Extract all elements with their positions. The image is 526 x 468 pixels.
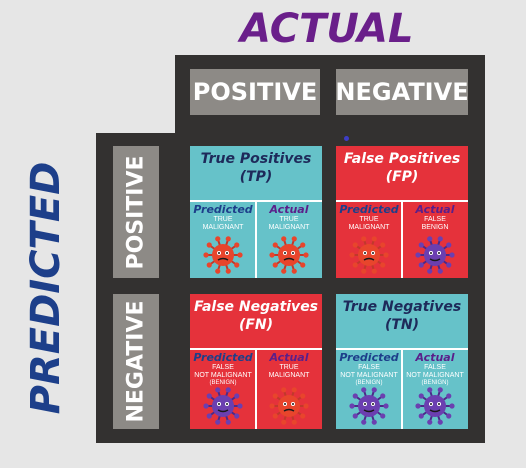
- predicted-axis-title: PREDICTED: [23, 161, 69, 415]
- class-value: BENIGN: [421, 224, 449, 231]
- cell-false-positives: False Positives (FP) Predicted TRUE MALIGNAN…: [336, 146, 468, 278]
- cell-title-line2: (FP): [385, 169, 419, 185]
- column-header-negative: NEGATIVE: [335, 69, 469, 115]
- malignant-virus-icon: [349, 236, 389, 274]
- benign-virus-icon: [415, 236, 455, 274]
- cell-divider-horizontal: [190, 348, 322, 350]
- cell-divider-vertical: [401, 202, 403, 278]
- cell-title: True Negatives (TN): [336, 298, 468, 334]
- class-value: MALIGNANT: [268, 224, 310, 231]
- actual-axis-title: ACTUAL: [240, 6, 414, 52]
- row-header-negative-label: NEGATIVE: [123, 300, 149, 423]
- class-value: NOT MALIGNANT: [194, 372, 252, 379]
- cell-title-line1: False Negatives: [193, 299, 319, 315]
- truth-value: FALSE: [358, 364, 380, 371]
- column-header-negative-label: NEGATIVE: [335, 78, 469, 106]
- truth-value: TRUE: [279, 364, 299, 371]
- truth-value: TRUE: [279, 216, 299, 223]
- benign-virus-icon: [349, 387, 389, 425]
- actual-subcell: Actual FALSE NOT MALIGNANT (BENIGN): [402, 350, 468, 429]
- class-value: MALIGNANT: [202, 224, 244, 231]
- actual-label: Actual: [415, 351, 455, 364]
- cell-divider-vertical: [255, 350, 257, 429]
- class-note: (BENIGN): [209, 380, 237, 386]
- class-note: (BENIGN): [421, 380, 449, 386]
- column-header-positive: POSITIVE: [190, 69, 320, 115]
- malignant-virus-icon: [269, 387, 309, 425]
- cell-true-positives: True Positives (TP) Predicted TRUE MALIGNANT…: [190, 146, 322, 278]
- actual-subcell: Actual TRUE MALIGNANT: [256, 350, 322, 429]
- cell-title-line2: (TP): [239, 169, 273, 185]
- cell-divider-horizontal: [336, 200, 468, 202]
- predicted-subcell: Predicted FALSE NOT MALIGNANT (BENIGN): [336, 350, 402, 429]
- class-note: (BENIGN): [355, 380, 383, 386]
- predicted-label: Predicted: [193, 203, 253, 216]
- actual-label: Actual: [269, 203, 309, 216]
- predicted-axis-title-wrapper: PREDICTED: [6, 162, 86, 415]
- cell-title: False Negatives (FN): [190, 298, 322, 334]
- column-header-positive-label: POSITIVE: [192, 78, 318, 106]
- cell-title: True Positives (TP): [190, 150, 322, 186]
- predicted-subcell: Predicted TRUE MALIGNANT: [336, 202, 402, 278]
- malignant-virus-icon: [203, 236, 243, 274]
- predicted-subcell: Predicted TRUE MALIGNANT: [190, 202, 256, 278]
- truth-value: FALSE: [212, 364, 234, 371]
- benign-virus-icon: [415, 387, 455, 425]
- benign-virus-icon: [203, 387, 243, 425]
- actual-label: Actual: [415, 203, 455, 216]
- cell-title-line2: (FN): [238, 317, 274, 333]
- decorative-dot: [344, 136, 349, 141]
- cell-title-line1: False Positives: [343, 151, 461, 167]
- cell-true-negatives: True Negatives (TN) Predicted FALSE NOT MALI…: [336, 294, 468, 429]
- cell-false-negatives: False Negatives (FN) Predicted FALSE NOT MAL…: [190, 294, 322, 429]
- truth-value: FALSE: [424, 216, 446, 223]
- cell-title-line1: True Negatives: [342, 299, 462, 315]
- malignant-virus-icon: [269, 236, 309, 274]
- row-header-positive-label: POSITIVE: [123, 154, 149, 270]
- actual-subcell: Actual TRUE MALIGNANT: [256, 202, 322, 278]
- class-value: NOT MALIGNANT: [340, 372, 398, 379]
- truth-value: TRUE: [359, 216, 379, 223]
- row-header-negative: NEGATIVE: [113, 294, 159, 429]
- predicted-label: Predicted: [339, 203, 399, 216]
- cell-title: False Positives (FP): [336, 150, 468, 186]
- class-value: MALIGNANT: [348, 224, 390, 231]
- cell-divider-vertical: [255, 202, 257, 278]
- class-value: NOT MALIGNANT: [406, 372, 464, 379]
- actual-subcell: Actual FALSE BENIGN: [402, 202, 468, 278]
- predicted-subcell: Predicted FALSE NOT MALIGNANT (BENIGN): [190, 350, 256, 429]
- class-value: MALIGNANT: [268, 372, 310, 379]
- cell-divider-horizontal: [336, 348, 468, 350]
- row-header-positive: POSITIVE: [113, 146, 159, 278]
- actual-label: Actual: [269, 351, 309, 364]
- truth-value: FALSE: [424, 364, 446, 371]
- predicted-label: Predicted: [339, 351, 399, 364]
- truth-value: TRUE: [213, 216, 233, 223]
- predicted-label: Predicted: [193, 351, 253, 364]
- cell-divider-vertical: [401, 350, 403, 429]
- cell-title-line2: (TN): [384, 317, 420, 333]
- cell-divider-horizontal: [190, 200, 322, 202]
- cell-title-line1: True Positives: [200, 151, 312, 167]
